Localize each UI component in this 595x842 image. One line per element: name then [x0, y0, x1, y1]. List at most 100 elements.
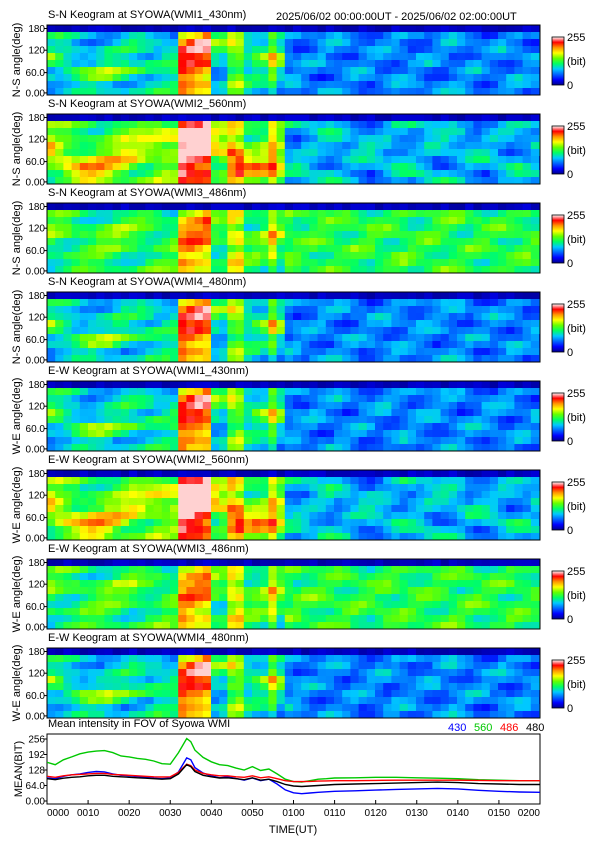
keogram-pixel: [120, 210, 130, 218]
keogram-pixel: [383, 573, 392, 581]
keogram-pixel: [342, 266, 351, 274]
keogram-pixel: [522, 519, 532, 527]
keogram-pixel: [47, 669, 56, 677]
keogram-pixel: [375, 149, 384, 157]
keogram-pixel: [424, 121, 433, 129]
keogram-pixel: [391, 519, 401, 527]
keogram-pixel: [47, 348, 56, 356]
keogram-pixel: [383, 437, 392, 445]
keogram-pixel: [342, 395, 351, 403]
keogram-pixel: [358, 559, 368, 567]
keogram-frame: [46, 202, 541, 274]
keogram-pixel: [252, 163, 261, 171]
keogram-pixel: [383, 566, 392, 574]
keogram-pixel: [498, 46, 507, 54]
keogram-pixel: [375, 114, 384, 122]
keogram-pixel: [202, 444, 212, 452]
keogram-pixel: [530, 470, 540, 478]
keogram-pixel: [145, 512, 155, 520]
keogram-pixel: [309, 327, 319, 335]
keogram-pixel: [391, 484, 401, 492]
keogram-pixel: [284, 60, 294, 68]
keogram-pixel: [407, 608, 417, 616]
keogram-pixel: [112, 505, 122, 513]
keogram-pixel: [448, 402, 458, 410]
keogram-pixel: [301, 348, 310, 356]
keogram-pixel: [186, 114, 196, 122]
keogram-pixel: [506, 648, 515, 656]
keogram-pixel: [268, 217, 278, 225]
keogram-pixel: [145, 25, 155, 33]
keogram-pixel: [317, 648, 327, 656]
keogram-pixel: [129, 477, 138, 485]
keogram-pixel: [260, 498, 269, 506]
keogram-pixel: [416, 559, 425, 567]
keogram-pixel: [440, 128, 450, 136]
keogram-pixel: [440, 381, 450, 389]
keogram-pixel: [268, 526, 278, 534]
keogram-pixel: [170, 498, 179, 506]
keogram-pixel: [342, 697, 351, 705]
keogram-pixel: [301, 512, 310, 520]
keogram-pixel: [194, 690, 204, 698]
keogram-pixel: [260, 381, 269, 389]
keogram-pixel: [145, 121, 155, 129]
keogram-pixel: [219, 320, 228, 328]
keogram-pixel: [407, 74, 417, 82]
keogram-pixel: [325, 320, 335, 328]
keogram-pixel: [457, 348, 466, 356]
keogram-pixel: [473, 60, 483, 68]
keogram-pixel: [276, 306, 286, 314]
keogram-pixel: [498, 306, 507, 314]
keogram-pixel: [325, 114, 335, 122]
keogram-pixel: [481, 60, 491, 68]
keogram-pixel: [129, 355, 138, 363]
keogram-pixel: [71, 81, 81, 89]
keogram-pixel: [227, 252, 237, 260]
keogram-pixel: [79, 690, 89, 698]
keogram-pixel: [227, 615, 237, 623]
keogram-pixel: [243, 121, 253, 129]
keogram-pixel: [399, 135, 409, 143]
keogram-pixel: [342, 245, 351, 253]
keogram-pixel: [342, 177, 351, 185]
keogram-pixel: [481, 128, 491, 136]
keogram-pixel: [71, 224, 81, 232]
keogram-pixel: [194, 341, 204, 349]
keogram-pixel: [522, 690, 532, 698]
keogram-pixel: [432, 292, 442, 300]
keogram-pixel: [284, 313, 294, 321]
keogram-pixel: [284, 252, 294, 260]
keogram-pixel: [424, 615, 433, 623]
keogram-pixel: [260, 690, 269, 698]
keogram-pixel: [284, 121, 294, 129]
keogram-pixel: [235, 519, 245, 527]
keogram-pixel: [235, 306, 245, 314]
keogram-pixel: [161, 156, 171, 164]
keogram-pixel: [481, 114, 491, 122]
keogram-pixel: [104, 53, 114, 61]
keogram-pixel: [334, 231, 343, 239]
keogram-pixel: [186, 402, 196, 410]
keogram-pixel: [522, 149, 532, 157]
keogram-pixel: [194, 252, 204, 260]
keogram-pixel: [416, 615, 425, 623]
keogram-pixel: [211, 655, 220, 663]
keogram-pixel: [506, 320, 515, 328]
keogram-pixel: [399, 437, 409, 445]
keogram-pixel: [407, 46, 417, 54]
keogram-pixel: [366, 224, 376, 232]
keogram-pixel: [481, 25, 491, 33]
keogram-pixel: [186, 306, 196, 314]
keogram-pixel: [194, 177, 204, 185]
keogram-pixel: [325, 416, 335, 424]
keogram-pixel: [55, 697, 64, 705]
keogram-pixel: [334, 238, 343, 246]
keogram-pixel: [202, 615, 212, 623]
keogram-pixel: [440, 341, 450, 349]
keogram-pixel: [47, 601, 56, 609]
keogram-pixel: [407, 444, 417, 452]
keogram-pixel: [334, 573, 343, 581]
keogram-pixel: [424, 348, 433, 356]
